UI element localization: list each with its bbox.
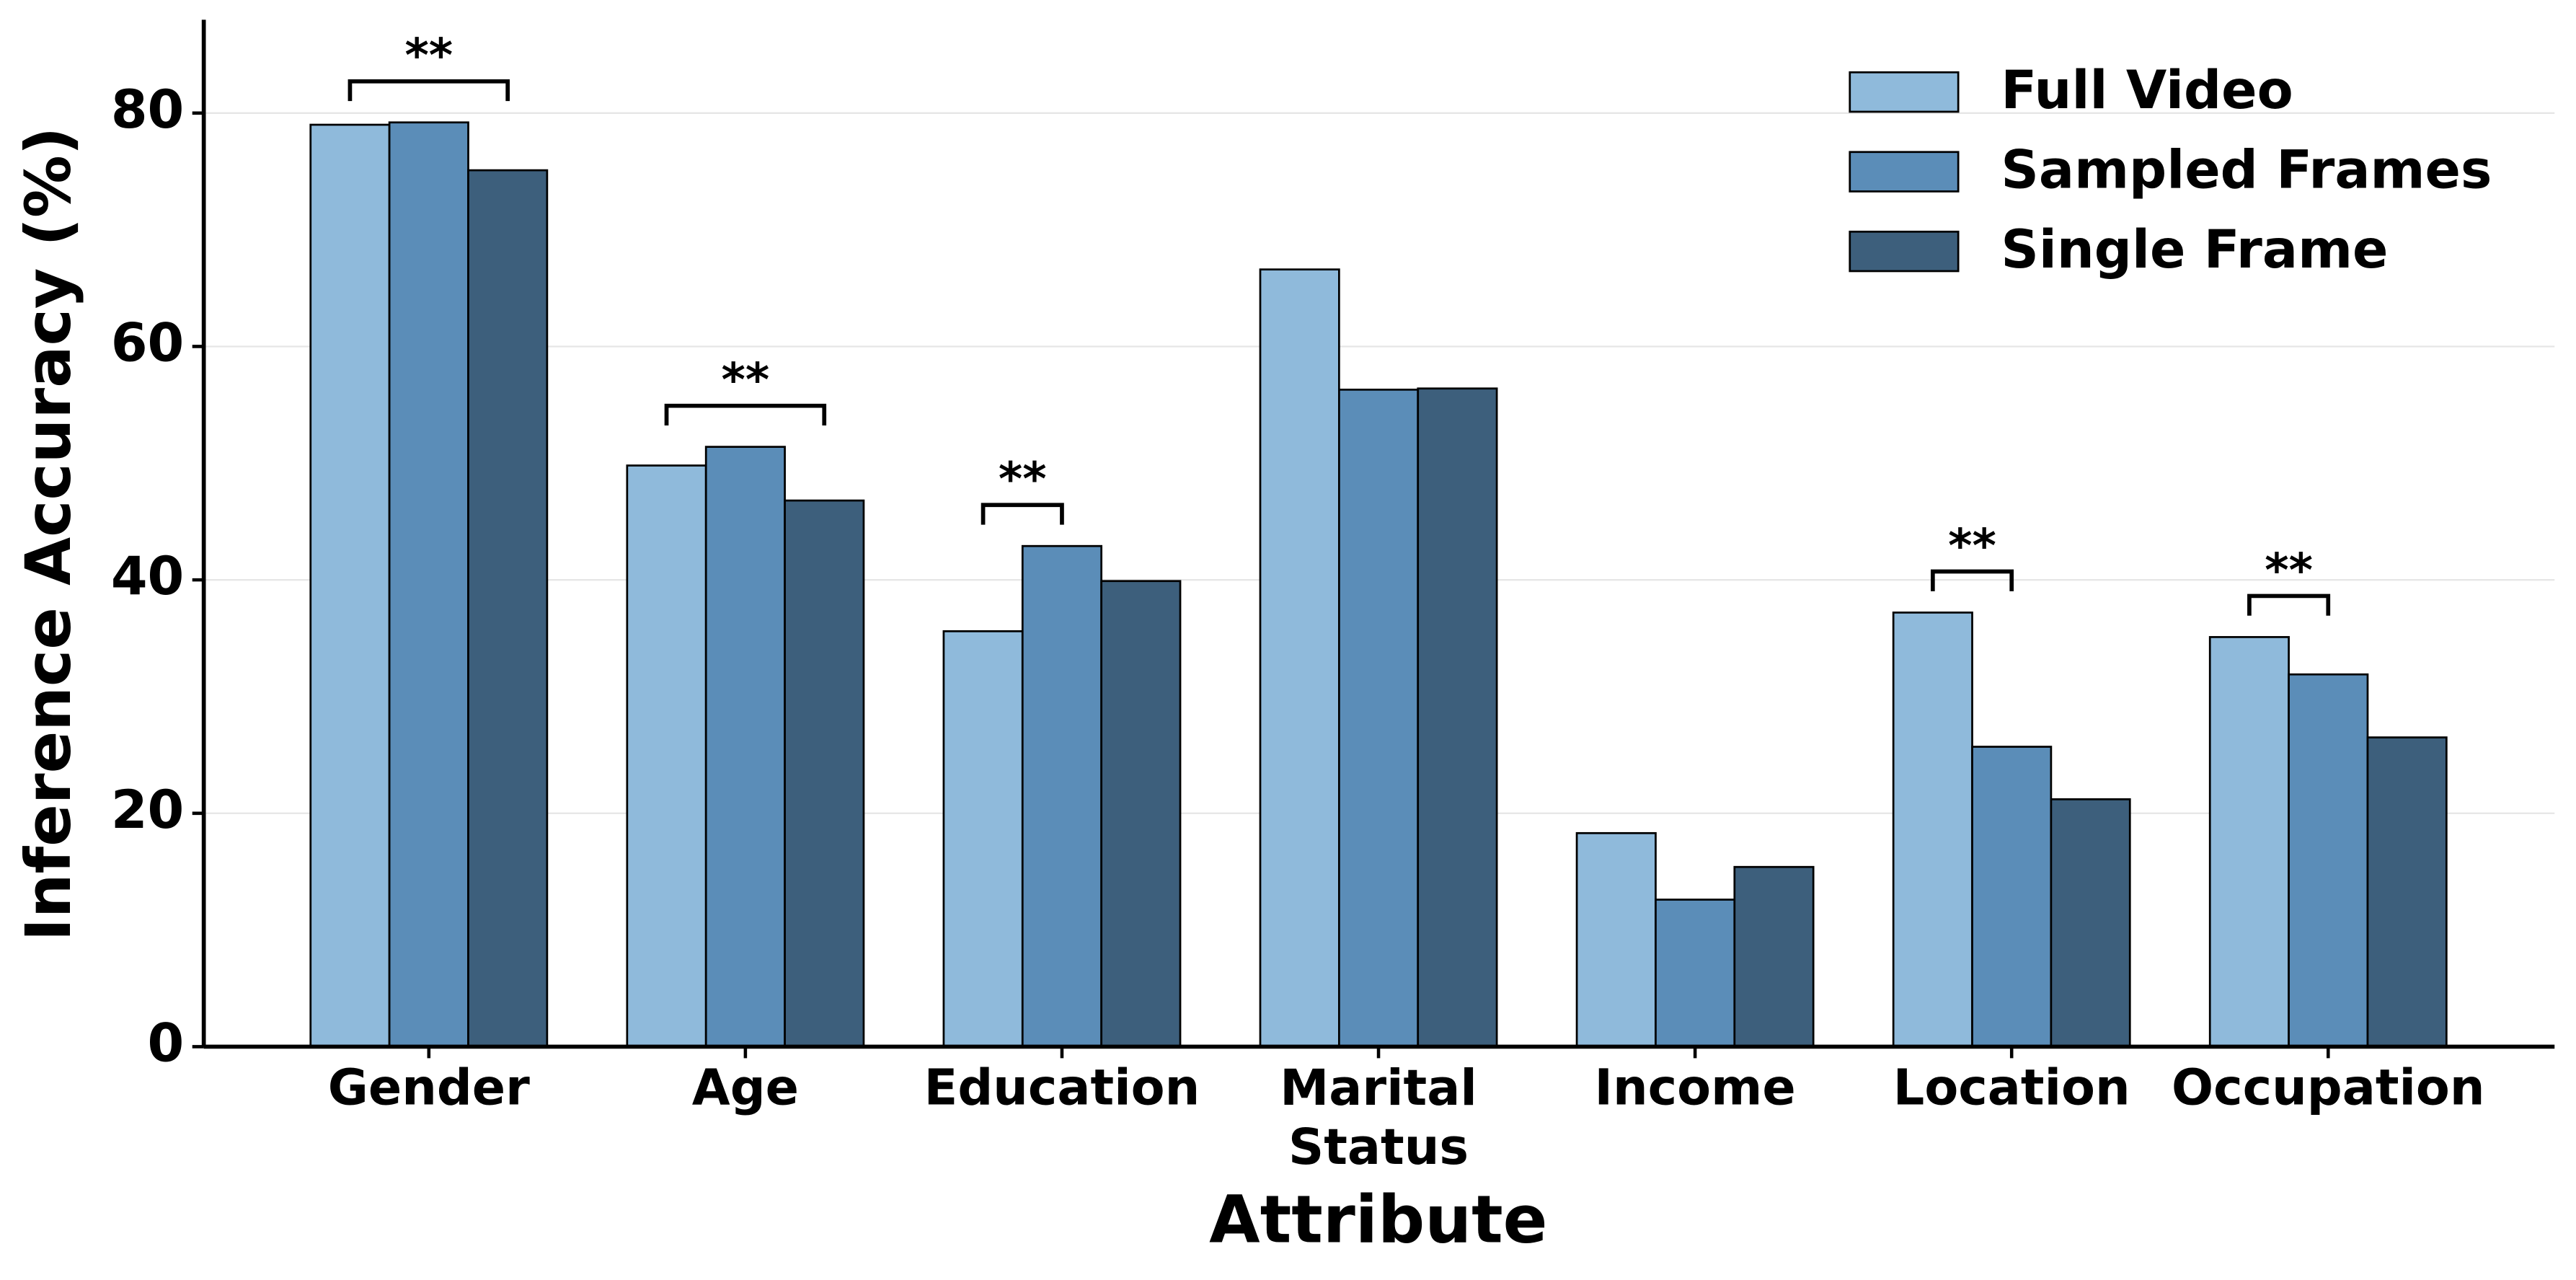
bar <box>309 123 391 1048</box>
bar <box>388 121 469 1048</box>
bar <box>1100 580 1182 1048</box>
bar <box>784 499 865 1048</box>
y-tick-label: 60 <box>111 312 184 374</box>
y-tick-label: 80 <box>111 79 184 141</box>
x-tick-label: Income <box>1595 1060 1796 1117</box>
bar <box>2366 736 2448 1048</box>
legend-swatch <box>1849 230 1960 273</box>
x-tick-label: Age <box>692 1060 799 1117</box>
x-tick-label: Education <box>924 1060 1200 1117</box>
x-tick-label-line: Marital <box>1280 1060 1477 1117</box>
bar <box>2208 636 2290 1048</box>
bar <box>1892 612 1973 1048</box>
y-axis-label: Inference Accuracy (%) <box>13 127 85 942</box>
bar <box>2288 673 2369 1048</box>
x-tick-label: Occupation <box>2172 1060 2485 1117</box>
bar <box>942 630 1024 1048</box>
bar <box>626 464 707 1048</box>
significance-bracket <box>2247 593 2331 616</box>
significance-bracket <box>1930 569 2014 591</box>
bar <box>1971 746 2053 1048</box>
significance-label: ** <box>2265 544 2313 598</box>
significance-label: ** <box>722 354 770 407</box>
significance-label: ** <box>999 454 1047 507</box>
legend-label: Sampled Frames <box>2001 139 2492 200</box>
y-tick-label: 0 <box>148 1012 185 1074</box>
y-tick-label: 40 <box>111 546 184 607</box>
significance-label: ** <box>1948 520 1996 573</box>
y-tick-label: 20 <box>111 780 184 841</box>
x-tick-label: Location <box>1893 1060 2130 1117</box>
bar <box>1575 831 1657 1048</box>
significance-bracket <box>348 79 510 102</box>
bar <box>2050 798 2131 1048</box>
x-tick-label: Marital Status <box>1280 1060 1477 1176</box>
bar <box>1655 899 1736 1048</box>
bar <box>1733 865 1815 1048</box>
bar <box>467 169 549 1048</box>
legend-label: Single Frame <box>2001 219 2388 281</box>
legend-swatch <box>1849 71 1960 113</box>
significance-bracket <box>981 503 1064 525</box>
significance-label: ** <box>404 30 453 83</box>
x-axis-label: Attribute <box>1209 1181 1547 1258</box>
bar <box>1337 388 1420 1048</box>
legend-label: Full Video <box>2001 60 2293 121</box>
significance-bracket <box>664 403 827 426</box>
bar <box>1021 544 1103 1048</box>
x-tick-label: Gender <box>328 1060 530 1117</box>
bar <box>1259 268 1340 1048</box>
legend-swatch <box>1849 151 1960 193</box>
bar <box>1417 387 1498 1048</box>
x-tick-label-line: Status <box>1288 1119 1469 1176</box>
bar <box>704 446 786 1048</box>
